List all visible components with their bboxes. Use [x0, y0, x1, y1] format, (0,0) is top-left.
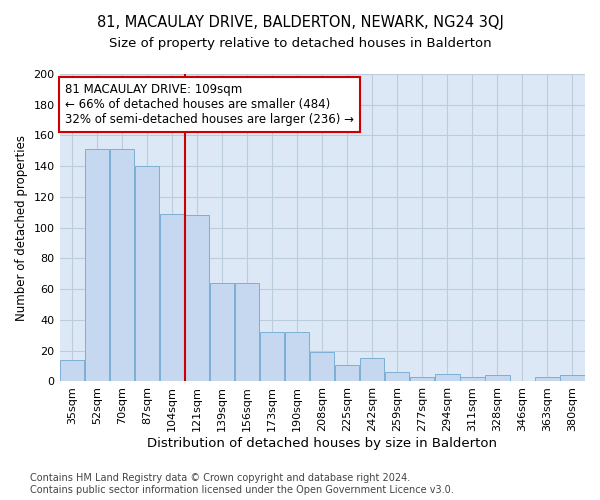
Bar: [360, 358, 385, 382]
Text: Contains HM Land Registry data © Crown copyright and database right 2024.
Contai: Contains HM Land Registry data © Crown c…: [30, 474, 454, 495]
Bar: [285, 332, 310, 382]
Bar: [485, 376, 509, 382]
Text: 81, MACAULAY DRIVE, BALDERTON, NEWARK, NG24 3QJ: 81, MACAULAY DRIVE, BALDERTON, NEWARK, N…: [97, 15, 503, 30]
Text: 81 MACAULAY DRIVE: 109sqm
← 66% of detached houses are smaller (484)
32% of semi: 81 MACAULAY DRIVE: 109sqm ← 66% of detac…: [65, 83, 354, 126]
Bar: [135, 166, 159, 382]
Bar: [435, 374, 460, 382]
Bar: [235, 283, 259, 382]
Y-axis label: Number of detached properties: Number of detached properties: [15, 134, 28, 320]
Bar: [385, 372, 409, 382]
Bar: [60, 360, 84, 382]
Bar: [560, 376, 584, 382]
Bar: [160, 214, 184, 382]
Bar: [535, 377, 560, 382]
Bar: [210, 283, 235, 382]
Bar: [110, 150, 134, 382]
Text: Size of property relative to detached houses in Balderton: Size of property relative to detached ho…: [109, 38, 491, 51]
Bar: [335, 364, 359, 382]
X-axis label: Distribution of detached houses by size in Balderton: Distribution of detached houses by size …: [147, 437, 497, 450]
Bar: [185, 216, 209, 382]
Bar: [310, 352, 334, 382]
Bar: [410, 377, 434, 382]
Bar: [460, 377, 485, 382]
Bar: [85, 150, 109, 382]
Bar: [260, 332, 284, 382]
